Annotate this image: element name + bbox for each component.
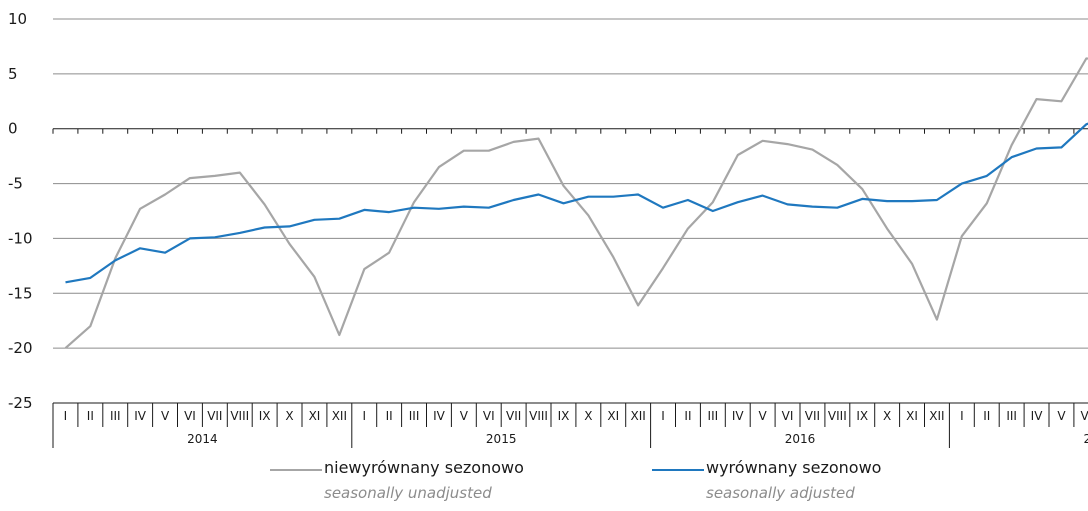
x-tick-label-month: V xyxy=(759,409,768,423)
x-tick-label-month: VII xyxy=(805,409,820,423)
x-tick-label-month: V xyxy=(1057,409,1066,423)
legend-label-unadjusted: niewyrównany sezonowo xyxy=(324,458,524,477)
x-tick-label-month: XII xyxy=(630,409,645,423)
x-tick-label-month: IX xyxy=(856,409,868,423)
series-line-adjusted xyxy=(65,122,1088,284)
x-tick-label-month: IV xyxy=(433,409,446,423)
x-tick-label-month: I xyxy=(661,409,665,423)
x-tick-label-year: 2017 xyxy=(1084,432,1088,446)
x-tick-label-month: III xyxy=(708,409,719,423)
x-tick-label-month: VIII xyxy=(828,409,847,423)
x-tick-label-month: I xyxy=(64,409,68,423)
x-tick-label-month: VI xyxy=(483,409,495,423)
x-tick-label-month: VIII xyxy=(529,409,548,423)
legend-item-adjusted: wyrównany sezonowo seasonally adjusted xyxy=(652,458,982,508)
legend-swatch-unadjusted xyxy=(270,469,322,471)
x-tick-label-month: III xyxy=(1006,409,1017,423)
y-tick-label: 5 xyxy=(8,65,18,83)
x-tick-label-month: IV xyxy=(1031,409,1044,423)
x-tick-label-month: V xyxy=(460,409,469,423)
x-tick-label-month: VIII xyxy=(230,409,249,423)
x-tick-label-month: IV xyxy=(732,409,745,423)
x-tick-label-year: 2014 xyxy=(187,432,218,446)
x-tick-label-month: VII xyxy=(207,409,222,423)
y-tick-labels: 10 5 0 -5 -10 -15 -20 -25 xyxy=(8,10,33,412)
x-tick-label-month: I xyxy=(362,409,366,423)
x-tick-label-month: VI xyxy=(184,409,196,423)
y-tick-label: -15 xyxy=(8,284,33,302)
x-tick-label-month: III xyxy=(409,409,420,423)
x-tick-label-month: X xyxy=(285,409,293,423)
y-tick-label: -5 xyxy=(8,175,23,193)
x-tick-label-month: XII xyxy=(929,409,944,423)
x-tick-label-month: VII xyxy=(506,409,521,423)
x-tick-label-month: II xyxy=(87,409,94,423)
x-tick-label-month: IV xyxy=(134,409,147,423)
y-tick-label: -25 xyxy=(8,394,33,412)
x-tick-label-month: II xyxy=(983,409,990,423)
x-tick-label-month: XI xyxy=(309,409,321,423)
x-tick-label-year: 2015 xyxy=(486,432,517,446)
legend-sublabel-unadjusted: seasonally unadjusted xyxy=(324,484,492,502)
x-tick-label-month: IX xyxy=(259,409,271,423)
y-tick-label: -20 xyxy=(8,339,33,357)
gridlines xyxy=(53,18,1088,349)
x-tick-label-month: IX xyxy=(558,409,570,423)
y-tick-label: -10 xyxy=(8,229,33,247)
legend-sublabel-adjusted: seasonally adjusted xyxy=(706,484,855,502)
x-tick-label-month: II xyxy=(386,409,393,423)
x-tick-label-month: X xyxy=(883,409,891,423)
x-tick-label-month: XI xyxy=(906,409,918,423)
legend-item-unadjusted: niewyrównany sezonowo seasonally unadjus… xyxy=(270,458,600,508)
legend-label-adjusted: wyrównany sezonowo xyxy=(706,458,882,477)
x-tick-label-year: 2016 xyxy=(785,432,816,446)
x-tick-label-month: XII xyxy=(332,409,347,423)
x-tick-label-month: V xyxy=(161,409,170,423)
series-lines xyxy=(64,57,1088,349)
y-tick-label: 0 xyxy=(8,120,18,138)
x-tick-label-month: VI xyxy=(1080,409,1088,423)
x-tick-label-month: VI xyxy=(782,409,794,423)
legend-swatch-adjusted xyxy=(652,469,704,471)
series-line-unadjusted xyxy=(64,57,1088,349)
x-tick-label-month: XI xyxy=(607,409,619,423)
x-tick-label-month: III xyxy=(110,409,121,423)
x-tick-label-month: I xyxy=(960,409,964,423)
y-tick-label: 10 xyxy=(8,10,27,28)
x-tick-label-month: X xyxy=(584,409,592,423)
x-tick-label-month: II xyxy=(684,409,691,423)
